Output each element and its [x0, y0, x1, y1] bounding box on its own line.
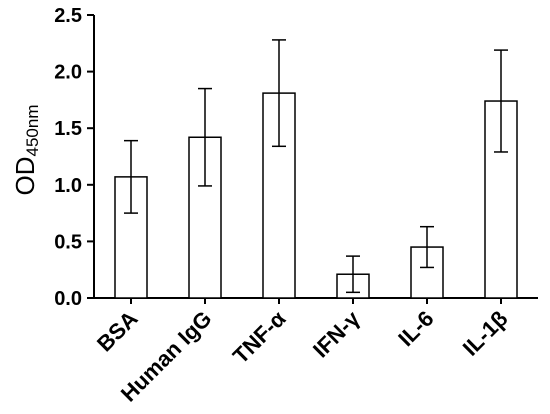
bar	[188, 136, 222, 299]
y-axis-label-subscript: 450nm	[23, 105, 42, 157]
svg-text:OD450nm: OD450nm	[10, 105, 42, 196]
y-axis-label-main: OD	[10, 156, 40, 195]
y-tick-label: 1.5	[54, 118, 82, 140]
x-category-label: IFN-γ	[308, 305, 365, 362]
y-axis-label: OD450nm	[10, 105, 42, 196]
y-tick-label: 0.5	[54, 231, 82, 253]
x-category-label: BSA	[92, 306, 143, 357]
y-tick-label: 0.0	[54, 288, 82, 310]
x-category-label: IL-1β	[458, 306, 513, 361]
y-tick-label: 2.5	[54, 5, 82, 27]
x-category-label: IL-6	[393, 306, 438, 351]
y-tick-label: 1.0	[54, 175, 82, 197]
x-category-label: TNF-α	[228, 306, 291, 369]
y-tick-label: 2.0	[54, 62, 82, 84]
